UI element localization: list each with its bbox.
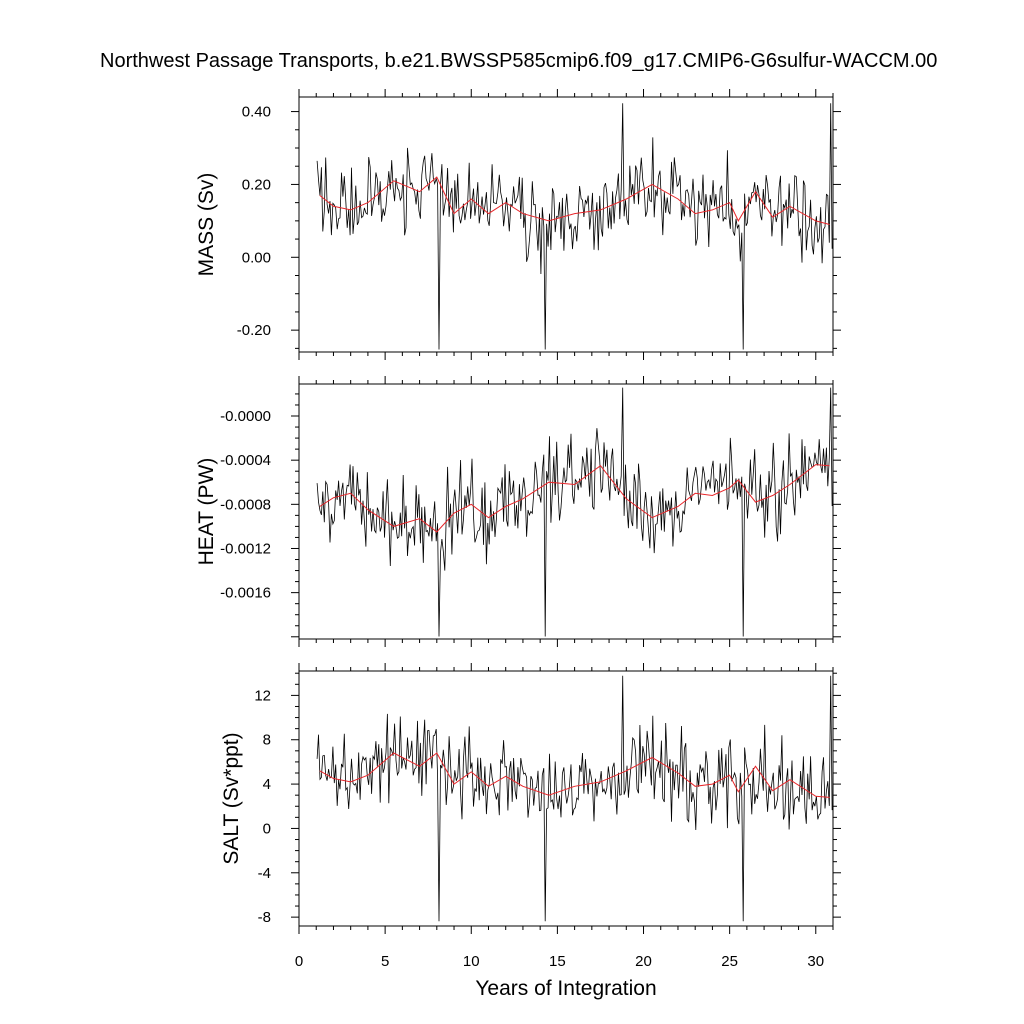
heat-y-tick-label: -0.0000	[220, 408, 271, 425]
panel-salt: 12 8 4 0 -4 -8 SALT (Sv*ppt)	[220, 663, 841, 934]
salt-y-tick-label: 4	[263, 776, 271, 793]
salt-monthly-line	[316, 675, 833, 922]
mass-y-tick-label: 0.00	[242, 249, 271, 266]
mass-y-tick-label: 0.40	[242, 104, 271, 121]
panel-heat: -0.0000 -0.0004 -0.0008 -0.0012 -0.0016 HEAT …	[195, 376, 841, 647]
x-tick-label: 0	[295, 953, 303, 970]
salt-plot-frame	[298, 670, 834, 927]
heat-y-tick-label: -0.0016	[220, 585, 271, 602]
chart-panels: 0.40 0.20 0.00 -0.20 MASS (Sv) -0.0000 -0.0004…	[195, 89, 841, 970]
x-tick-label: 10	[463, 953, 480, 970]
mass-monthly-line	[316, 103, 833, 350]
heat-y-tick-label: -0.0008	[220, 496, 271, 513]
x-tick-label: 15	[549, 953, 566, 970]
heat-plot-frame	[298, 383, 834, 640]
mass-plot-frame	[298, 96, 834, 353]
heat-y-tick-label: -0.0004	[220, 452, 271, 469]
x-tick-label: 30	[807, 953, 824, 970]
heat-y-axis-label: HEAT (PW)	[195, 458, 218, 566]
mass-y-axis-label: MASS (Sv)	[195, 173, 218, 277]
salt-y-tick-label: 8	[263, 732, 271, 749]
salt-y-tick-label: -4	[258, 865, 271, 882]
mass-annual-mean-line	[319, 176, 830, 225]
heat-y-tick-label: -0.0012	[220, 540, 271, 557]
panel-mass: 0.40 0.20 0.00 -0.20 MASS (Sv)	[195, 89, 841, 360]
heat-annual-mean-line	[319, 464, 830, 533]
mass-y-tick-label: 0.20	[242, 176, 271, 193]
salt-annual-mean-line	[319, 752, 830, 798]
mass-y-tick-label: -0.20	[237, 322, 271, 339]
heat-monthly-line	[316, 387, 833, 637]
salt-y-tick-label: 12	[254, 687, 271, 704]
x-tick-label: 20	[635, 953, 652, 970]
salt-y-tick-label: -8	[258, 909, 271, 926]
x-tick-label: 5	[381, 953, 389, 970]
chart-title: Northwest Passage Transports, b.e21.BWSS…	[100, 50, 937, 72]
salt-y-axis-label: SALT (Sv*ppt)	[220, 732, 243, 864]
x-axis-label: Years of Integration	[475, 977, 656, 1000]
salt-y-tick-label: 0	[263, 820, 271, 837]
x-tick-label: 25	[721, 953, 738, 970]
